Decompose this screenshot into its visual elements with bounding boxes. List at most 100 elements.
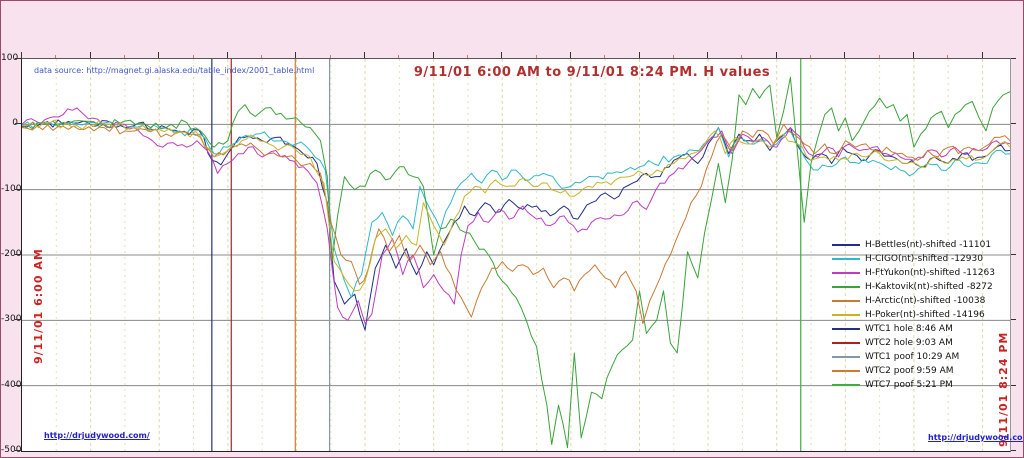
y-tick-label: -100 <box>1 183 22 194</box>
x-tick-label: 9/11 12:00 PM <box>419 0 429 1</box>
x-tick-label: 9/11 7:00 PM <box>899 0 909 1</box>
x-tick-mark <box>226 52 228 58</box>
x-tick-mark <box>775 52 777 58</box>
legend-line-swatch <box>832 244 860 246</box>
legend-line-swatch <box>832 328 860 330</box>
y-tick-label: -400 <box>1 379 22 390</box>
legend-label: H-Bettles(nt)-shifted -11101 <box>865 240 992 250</box>
x-tick-mark <box>912 52 914 58</box>
legend-label: WTC1 hole 8:46 AM <box>865 324 953 334</box>
x-tick-mark <box>501 52 503 58</box>
start-datetime-label: 9/11/01 6:00 AM <box>32 248 45 364</box>
legend-line-swatch <box>832 258 860 260</box>
x-tick-label: 9/11 8:00 PM <box>968 0 978 1</box>
end-datetime-label: 9/11/01 8:24 PM <box>997 331 1010 447</box>
legend-item: WTC2 hole 9:03 AM <box>832 336 995 350</box>
x-tick-mark <box>89 52 91 58</box>
x-minor-tick-mark <box>878 55 880 58</box>
legend-label: WTC1 poof 10:29 AM <box>865 352 960 362</box>
x-tick-label: 9/11 8:00 AM <box>144 0 154 1</box>
x-tick-mark <box>295 52 297 58</box>
y-tick-label: -300 <box>1 314 22 325</box>
x-tick-mark <box>21 52 22 58</box>
x-tick-label: 9/11 6:00 PM <box>830 0 840 1</box>
legend-item: WTC1 hole 8:46 AM <box>832 322 995 336</box>
x-minor-tick-mark <box>947 55 949 58</box>
y-tick-label: -500 <box>1 445 22 455</box>
legend-label: H-FtYukon(nt)-shifted -11263 <box>865 268 995 278</box>
x-tick-label: 9/11 7:00 AM <box>76 0 86 1</box>
legend-item: H-CIGO(nt)-shifted -12930 <box>832 252 995 266</box>
x-tick-label: 9/11 6:00 AM <box>7 0 17 1</box>
legend-item: H-Arctic(nt)-shifted -10038 <box>832 294 995 308</box>
legend-line-swatch <box>832 370 860 372</box>
legend-label: WTC2 poof 9:59 AM <box>865 366 954 376</box>
y-tick-label: 100 <box>1 53 19 63</box>
x-tick-label: 9/11 10:00 AM <box>281 0 291 1</box>
y-tick-mark <box>1010 188 1016 190</box>
legend-label: WTC7 poof 5:21 PM <box>865 380 953 390</box>
chart-title: 9/11/01 6:00 AM to 9/11/01 8:24 PM. H va… <box>413 65 771 80</box>
x-tick-mark <box>569 52 571 58</box>
legend-line-swatch <box>832 384 860 386</box>
x-minor-tick-mark <box>192 55 194 58</box>
legend-label: H-Poker(nt)-shifted -14196 <box>865 310 985 320</box>
bottom-right-link[interactable]: http://drjudywood.com/ <box>928 433 1024 442</box>
plot-area: data source: http://magnet.gi.alaska.edu… <box>21 58 1023 452</box>
y-tick-mark <box>1010 254 1016 255</box>
x-tick-label: 9/11 9:00 AM <box>213 0 223 1</box>
legend-line-swatch <box>832 356 860 358</box>
legend-line-swatch <box>832 314 860 316</box>
y-tick-mark <box>1010 319 1016 321</box>
x-minor-tick-mark <box>535 55 537 58</box>
bottom-left-link[interactable]: http://drjudywood.com/ <box>44 431 150 440</box>
y-tick-mark <box>1010 384 1016 386</box>
x-minor-tick-mark <box>810 55 812 58</box>
x-minor-tick-mark <box>55 55 57 58</box>
data-source-note: data source: http://magnet.gi.alaska.edu… <box>34 66 315 75</box>
legend-label: WTC2 hole 9:03 AM <box>865 338 953 348</box>
legend-label: H-CIGO(nt)-shifted -12930 <box>865 254 983 264</box>
legend-item: WTC2 poof 9:59 AM <box>832 364 995 378</box>
y-tick-mark <box>15 384 21 386</box>
y-tick-mark <box>15 58 21 59</box>
x-minor-tick-mark <box>123 55 125 58</box>
legend-line-swatch <box>832 342 860 344</box>
x-minor-tick-mark <box>329 55 331 58</box>
x-tick-label: 9/11 11:00 AM <box>350 0 360 1</box>
legend-label: H-Arctic(nt)-shifted -10038 <box>865 296 986 306</box>
legend-item: H-FtYukon(nt)-shifted -11263 <box>832 266 995 280</box>
legend-item: WTC7 poof 5:21 PM <box>832 378 995 392</box>
x-minor-tick-mark <box>604 55 606 58</box>
x-tick-mark <box>158 52 160 58</box>
y-tick-mark <box>15 254 21 255</box>
x-minor-tick-mark <box>261 55 263 58</box>
series-line <box>22 107 1010 325</box>
x-minor-tick-mark <box>741 55 743 58</box>
x-tick-label: 9/11 5:00 PM <box>762 0 772 1</box>
y-tick-label: -200 <box>1 249 22 259</box>
legend-item: H-Kaktovik(nt)-shifted -8272 <box>832 280 995 294</box>
y-tick-mark <box>1010 123 1016 125</box>
x-tick-mark <box>364 52 366 58</box>
y-tick-mark <box>1010 450 1016 451</box>
x-tick-label: 9/11 4:00 PM <box>693 0 703 1</box>
x-tick-mark <box>707 52 709 58</box>
y-tick-mark <box>1010 58 1016 59</box>
y-tick-mark <box>15 319 21 321</box>
series-line <box>22 119 1010 292</box>
series-line <box>22 76 1010 449</box>
x-tick-label: 9/11 3:00 PM <box>625 0 635 1</box>
x-minor-tick-mark <box>672 55 674 58</box>
x-tick-mark <box>844 52 846 58</box>
y-tick-mark <box>15 123 21 125</box>
legend-item: H-Bettles(nt)-shifted -11101 <box>832 238 995 252</box>
legend-line-swatch <box>832 286 860 288</box>
x-tick-mark <box>432 52 434 58</box>
series-line <box>22 123 1010 325</box>
x-minor-tick-mark <box>398 55 400 58</box>
legend-label: H-Kaktovik(nt)-shifted -8272 <box>865 282 993 292</box>
legend: H-Bettles(nt)-shifted -11101 H-CIGO(nt)-s… <box>832 238 995 392</box>
legend-item: H-Poker(nt)-shifted -14196 <box>832 308 995 322</box>
